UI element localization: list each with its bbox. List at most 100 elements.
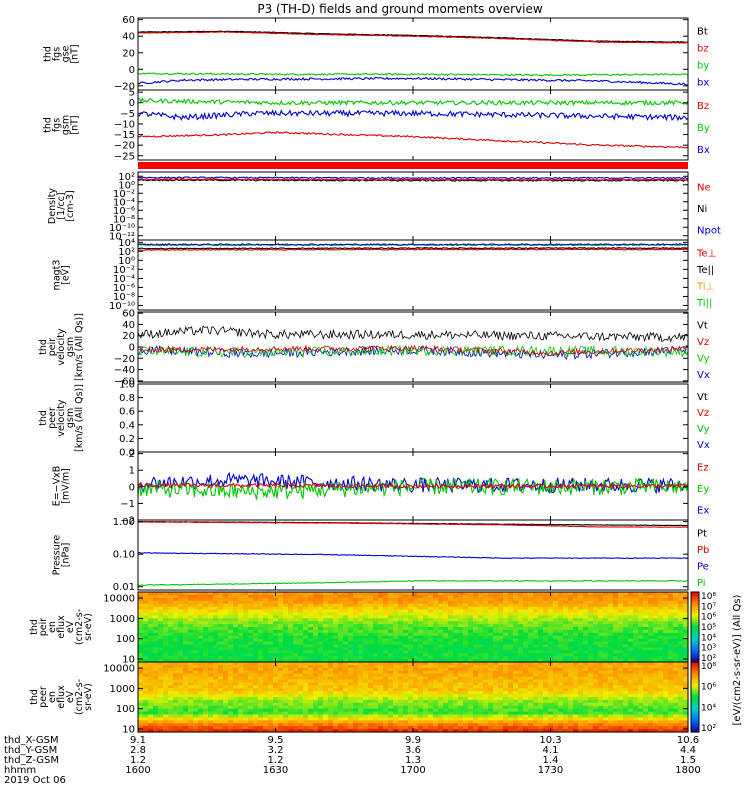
- spectrogram-cell: [643, 592, 649, 596]
- spectrogram-cell: [548, 720, 554, 724]
- spectrogram-cell: [673, 606, 679, 611]
- spectrogram-cell: [273, 624, 279, 628]
- spectrogram-cell: [233, 697, 239, 701]
- spectrogram-cell: [413, 603, 419, 608]
- spectrogram-cell: [213, 688, 219, 692]
- spectrogram-cell: [258, 726, 264, 730]
- spectrogram-cell: [218, 606, 224, 611]
- spectrogram-cell: [333, 653, 339, 657]
- y-axis-label: fgs: [52, 47, 63, 61]
- spectrogram-cell: [298, 676, 304, 681]
- spectrogram-cell: [338, 656, 344, 660]
- spectrogram-cell: [263, 705, 269, 710]
- spectrogram-cell: [473, 659, 479, 663]
- spectrogram-cell: [268, 644, 274, 649]
- spectrogram-cell: [433, 650, 439, 654]
- spectrogram-cell: [458, 664, 464, 669]
- spectrogram-cell: [158, 618, 164, 622]
- spectrogram-cell: [278, 632, 284, 637]
- spectrogram-cell: [208, 667, 214, 672]
- spectrogram-cell: [523, 647, 529, 651]
- spectrogram-cell: [348, 609, 354, 614]
- spectrogram-cell: [668, 635, 674, 640]
- spectrogram-cell: [618, 621, 624, 625]
- spectrogram-cell: [158, 682, 164, 686]
- y-tick-label: 0.8: [119, 393, 135, 404]
- spectrogram-cell: [388, 638, 394, 643]
- spectrogram-cell: [408, 594, 414, 599]
- spectrogram-cell: [293, 682, 299, 686]
- spectrogram-cell: [398, 717, 404, 721]
- spectrogram-cell: [158, 708, 164, 713]
- spectrogram-cell: [598, 632, 604, 637]
- spectrogram-cell: [193, 664, 199, 669]
- spectrogram-cell: [138, 714, 144, 719]
- spectrogram-cell: [583, 603, 589, 608]
- spectrogram-cell: [398, 656, 404, 660]
- spectrogram-cell: [148, 612, 154, 616]
- spectrogram-cell: [263, 685, 269, 689]
- spectrogram-cell: [628, 594, 634, 599]
- spectrogram-cell: [443, 708, 449, 713]
- spectrogram-cell: [243, 717, 249, 721]
- spectrogram-cell: [473, 729, 479, 733]
- spectrogram-cell: [438, 612, 444, 616]
- spectrogram-cell: [298, 702, 304, 707]
- spectrogram-cell: [298, 662, 304, 666]
- spectrogram-cell: [298, 618, 304, 622]
- spectrogram-cell: [553, 597, 559, 602]
- spectrogram-cell: [328, 723, 334, 727]
- spectrogram-cell: [653, 592, 659, 596]
- spectrogram-cell: [363, 603, 369, 608]
- spectrogram-cell: [283, 603, 289, 608]
- spectrogram-cell: [168, 699, 174, 704]
- spectrogram-cell: [183, 711, 189, 716]
- spectrogram-cell: [368, 699, 374, 704]
- spectrogram-cell: [618, 641, 624, 646]
- spectrogram-cell: [483, 685, 489, 689]
- spectrogram-cell: [203, 612, 209, 616]
- spectrogram-cell: [358, 711, 364, 716]
- spectrogram-cell: [408, 729, 414, 733]
- spectrogram-cell: [418, 653, 424, 657]
- spectrogram-cell: [138, 717, 144, 721]
- spectrogram-cell: [193, 697, 199, 701]
- y-tick-label: −2: [120, 516, 135, 527]
- spectrogram-cell: [573, 612, 579, 616]
- spectrogram-cell: [363, 600, 369, 605]
- spectrogram-cell: [538, 635, 544, 640]
- spectrogram-cell: [458, 647, 464, 651]
- spectrogram-cell: [278, 708, 284, 713]
- spectrogram-cell: [453, 726, 459, 730]
- spectrogram-cell: [533, 720, 539, 724]
- spectrogram-cell: [393, 647, 399, 651]
- spectrogram-cell: [468, 729, 474, 733]
- spectrogram-cell: [303, 717, 309, 721]
- spectrogram-cell: [433, 615, 439, 619]
- spectrogram-cell: [203, 594, 209, 599]
- spectrogram-cell: [588, 594, 594, 599]
- spectrogram-cell: [138, 697, 144, 701]
- spectrogram-cell: [458, 597, 464, 602]
- spectrogram-cell: [368, 592, 374, 596]
- spectrogram-cell: [583, 647, 589, 651]
- spectrogram-cell: [248, 711, 254, 716]
- spectrogram-cell: [203, 603, 209, 608]
- spectrogram-cell: [448, 682, 454, 686]
- spectrogram-cell: [528, 600, 534, 605]
- spectrogram-cell: [348, 653, 354, 657]
- spectrogram-cell: [173, 691, 179, 695]
- spectrogram-cell: [468, 638, 474, 643]
- spectrogram-cell: [468, 615, 474, 619]
- spectrogram-cell: [223, 629, 229, 634]
- spectrogram-cell: [393, 676, 399, 681]
- spectrogram-cell: [583, 627, 589, 631]
- spectrogram-cell: [173, 708, 179, 713]
- spectrogram-cell: [238, 627, 244, 631]
- spectrogram-cell: [438, 653, 444, 657]
- spectrogram-cell: [498, 705, 504, 710]
- spectrogram-cell: [273, 697, 279, 701]
- spectrogram-cell: [183, 597, 189, 602]
- spectrogram-cell: [173, 667, 179, 672]
- spectrogram-cell: [538, 644, 544, 649]
